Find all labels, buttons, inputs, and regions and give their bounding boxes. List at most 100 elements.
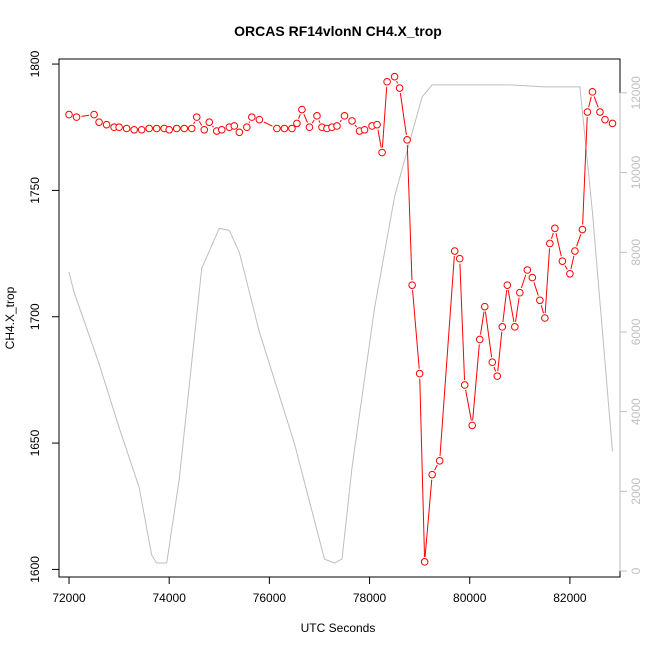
data-point — [475, 335, 484, 344]
series-secondary-line — [68, 84, 613, 564]
data-point — [172, 124, 181, 133]
series-primary-segment — [396, 81, 399, 84]
data-point — [333, 122, 341, 130]
data-point — [403, 136, 411, 144]
y2-tick-label: 8000 — [629, 239, 643, 266]
data-point — [596, 108, 604, 116]
data-point — [293, 119, 301, 128]
data-point — [348, 117, 356, 125]
series-primary-segment — [544, 248, 551, 314]
data-point — [122, 124, 131, 133]
data-point — [235, 128, 244, 137]
data-point — [255, 115, 264, 124]
y2-tick-label: 12000 — [629, 76, 643, 110]
series-primary-segment — [318, 120, 321, 123]
y-tick-label: 1650 — [28, 429, 42, 456]
series-primary-segment — [193, 121, 196, 125]
series-primary-segment — [520, 274, 527, 289]
series-primary-segment — [406, 144, 413, 281]
data-point — [248, 113, 256, 121]
chart-title: ORCAS RF14vlonN CH4.X_trop — [234, 23, 442, 39]
data-point — [305, 123, 314, 132]
x-tick-label: 78000 — [353, 591, 387, 605]
data-point — [217, 125, 226, 134]
data-point — [523, 266, 532, 274]
y2-tick-label: 2000 — [629, 478, 643, 505]
x-tick-label: 72000 — [52, 591, 86, 605]
series-primary-segment — [354, 124, 357, 128]
data-point — [187, 124, 196, 133]
series-primary — [65, 72, 617, 566]
data-point — [395, 84, 404, 92]
plot-box — [58, 58, 621, 578]
data-point — [230, 122, 239, 130]
data-point — [583, 108, 592, 116]
data-point — [608, 119, 617, 128]
data-point — [65, 110, 73, 119]
series-primary-segment — [533, 282, 539, 296]
data-point — [503, 281, 512, 289]
data-point — [468, 421, 477, 430]
data-point — [205, 118, 214, 126]
series-primary-segment — [434, 464, 438, 471]
series-primary-segment — [439, 255, 455, 456]
data-point — [435, 456, 444, 465]
data-point — [415, 369, 424, 378]
data-point — [243, 123, 251, 132]
y-tick-label: 1800 — [28, 50, 42, 77]
series-primary-segment — [480, 311, 485, 335]
data-point — [420, 558, 429, 566]
series-primary-segment — [497, 331, 503, 372]
y2-axis: 0 2000 4000 6000 8000 10000 12000 — [619, 76, 643, 574]
data-point — [130, 125, 138, 134]
series-primary-segment — [593, 96, 599, 108]
data-point — [165, 125, 173, 134]
data-point — [460, 381, 469, 389]
data-point — [383, 77, 391, 86]
series-primary-segment — [248, 121, 251, 123]
series-primary-segment — [298, 114, 301, 119]
y-tick-label: 1750 — [28, 177, 42, 204]
data-point — [578, 225, 587, 234]
x-tick-label: 80000 — [453, 591, 487, 605]
y2-tick-label: 10000 — [629, 156, 643, 190]
series-primary-segment — [540, 304, 544, 314]
series-primary-segment — [570, 255, 575, 270]
data-point — [493, 372, 502, 380]
data-point — [601, 115, 609, 124]
data-point — [313, 112, 321, 120]
series-primary-segment — [419, 378, 426, 557]
data-point — [180, 124, 189, 133]
series-primary-segment — [550, 232, 554, 239]
data-point — [488, 358, 497, 367]
series-primary-segment — [381, 86, 388, 148]
data-point — [450, 247, 459, 255]
data-point — [115, 123, 123, 132]
series-primary-segment — [399, 92, 407, 135]
data-point — [378, 148, 386, 157]
series-secondary — [68, 84, 613, 564]
series-primary-segment — [303, 113, 308, 123]
data-point — [408, 281, 416, 289]
data-point — [551, 224, 559, 233]
y2-tick-label: 6000 — [629, 318, 643, 345]
series-primary-segment — [493, 366, 497, 372]
series-primary-segment — [81, 114, 90, 117]
data-point — [273, 124, 281, 133]
y2-tick-label: 4000 — [629, 398, 643, 425]
data-point — [360, 125, 369, 134]
series-primary-segment — [588, 96, 592, 108]
series-primary-segment — [198, 121, 203, 126]
series-primary-segment — [555, 233, 562, 257]
series-primary-segment — [582, 117, 588, 225]
x-tick-label: 74000 — [153, 591, 187, 605]
data-point — [102, 120, 111, 129]
data-point — [528, 273, 537, 282]
data-point — [566, 269, 574, 278]
data-point — [558, 257, 567, 265]
data-point — [192, 113, 201, 121]
data-point — [200, 125, 209, 134]
x-axis-label: UTC Seconds — [301, 621, 376, 635]
y2-tick-label: 0 — [629, 567, 643, 574]
